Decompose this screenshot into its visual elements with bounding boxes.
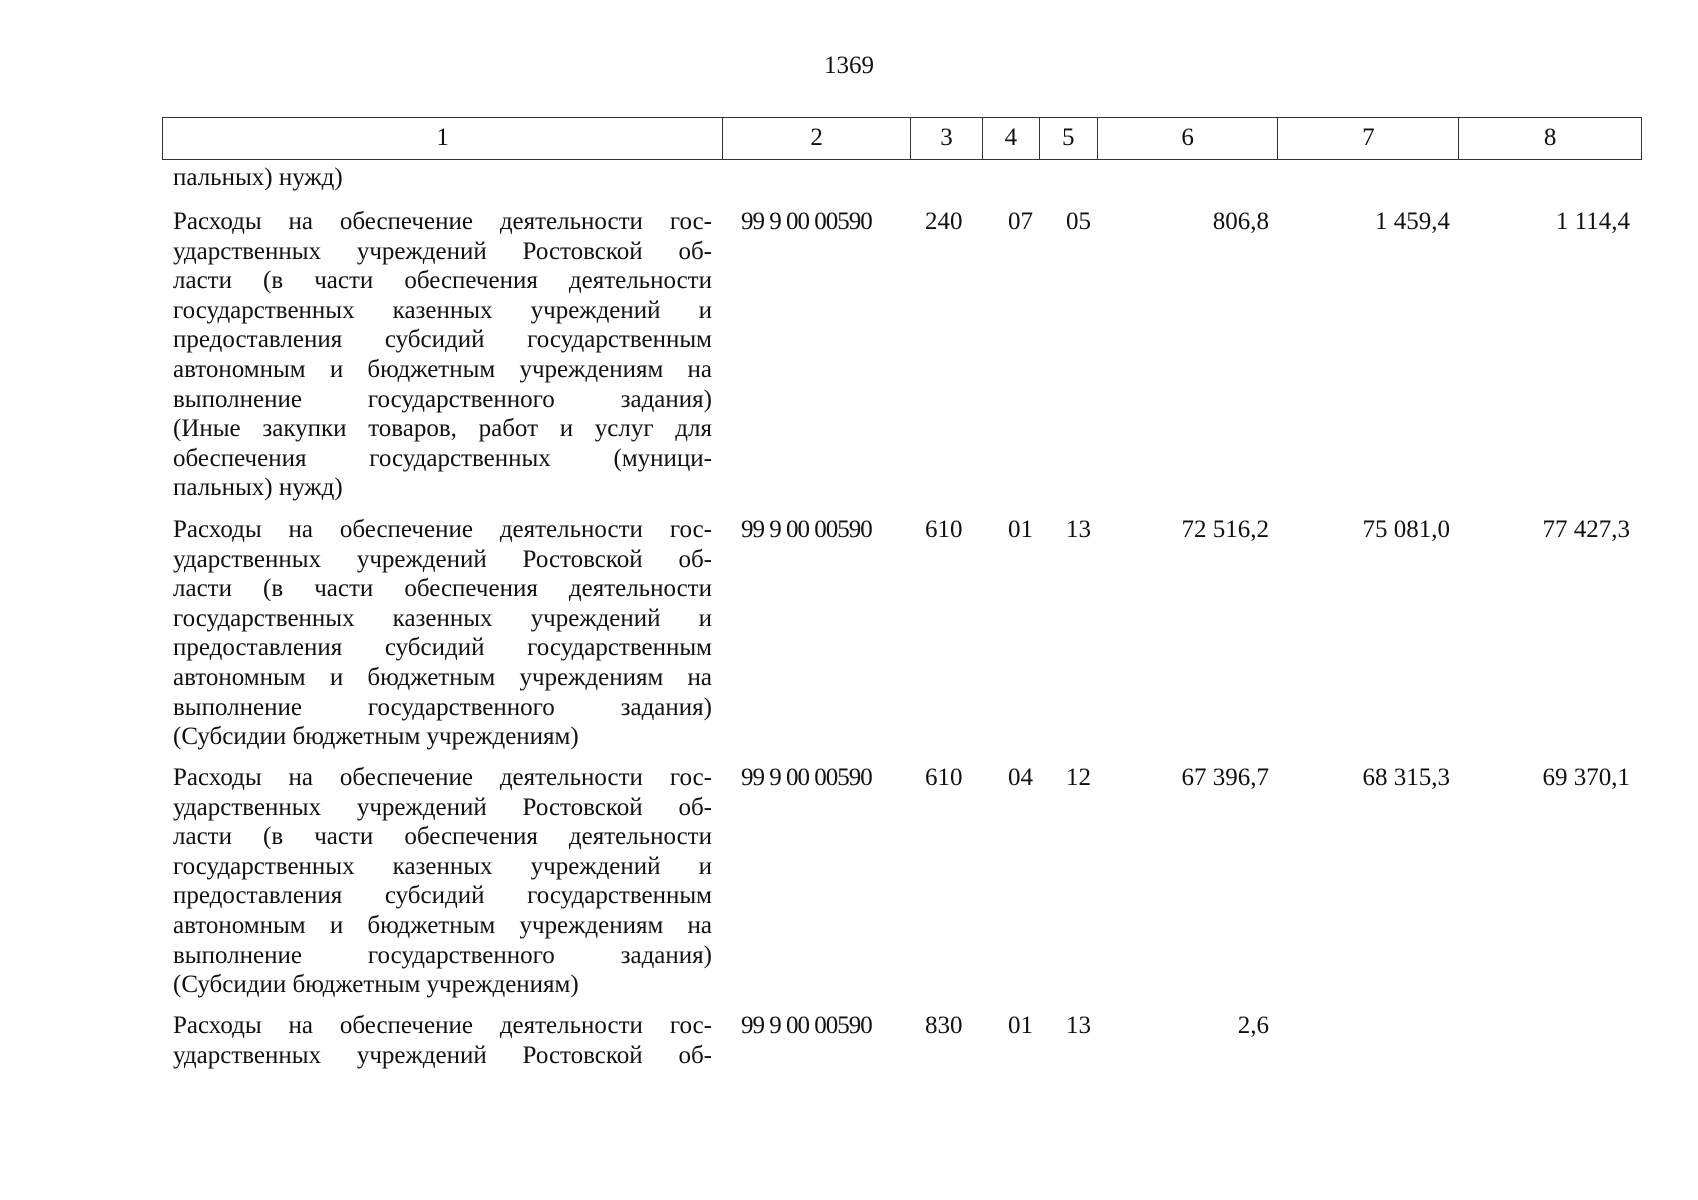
target-code: 99 9 00 00590 (741, 764, 873, 791)
description-line: автономным и бюджетным учреждениям на (173, 355, 712, 383)
description-line: ударственных учреждений Ростовской об- (173, 237, 712, 265)
row-description: Расходы на обеспечение деятельности гос-… (173, 1011, 712, 1070)
description-line: ласти (в части обеспечения деятельности (173, 267, 712, 295)
description-line: ласти (в части обеспечения деятельности (173, 575, 712, 603)
expense-type: 240 (925, 208, 963, 235)
description-line: Расходы на обеспечение деятельности гос- (173, 208, 712, 235)
target-code: 99 9 00 00590 (741, 208, 873, 235)
description-line: выполнение государственного задания) (173, 693, 712, 721)
continuation-text: пальных) нужд) (173, 164, 343, 191)
amount-col-6: 67 396,7 (1181, 764, 1270, 791)
description-line: автономным и бюджетным учреждениям на (173, 663, 712, 691)
header-col-7: 7 (1278, 118, 1460, 159)
header-col-4: 4 (983, 118, 1040, 159)
amount-col-6: 72 516,2 (1181, 516, 1270, 543)
description-line: предоставления субсидий государственным (173, 882, 712, 910)
description-line: предоставления субсидий государственным (173, 326, 712, 354)
header-col-5: 5 (1040, 118, 1098, 159)
description-line: выполнение государственного задания) (173, 941, 712, 969)
target-code: 99 9 00 00590 (741, 1012, 873, 1039)
description-line: (Иные закупки товаров, работ и услуг для (173, 415, 712, 443)
row-description: Расходы на обеспечение деятельности гос-… (173, 207, 712, 503)
description-line: ударственных учреждений Ростовской об- (173, 1041, 712, 1069)
description-line: ударственных учреждений Ростовской об- (173, 793, 712, 821)
description-line: (Субсидии бюджетным учреждениям) (173, 971, 579, 999)
section: 01 (1008, 1012, 1033, 1039)
amount-col-8: 1 114,4 (1555, 208, 1630, 235)
target-code: 99 9 00 00590 (741, 516, 873, 543)
description-line: государственных казенных учреждений и (173, 852, 712, 880)
table-header: 1 2 3 4 5 6 7 8 (162, 117, 1642, 160)
amount-col-6: 2,6 (1237, 1012, 1269, 1039)
amount-col-6: 806,8 (1212, 208, 1269, 235)
description-line: выполнение государственного задания) (173, 385, 712, 413)
description-line: ласти (в части обеспечения деятельности (173, 823, 712, 851)
description-line: Расходы на обеспечение деятельности гос- (173, 764, 712, 791)
expense-type: 610 (925, 764, 963, 791)
header-col-6: 6 (1098, 118, 1279, 159)
subsection: 05 (1066, 208, 1091, 235)
description-line: пальных) нужд) (173, 474, 343, 502)
header-col-1: 1 (163, 118, 724, 159)
description-line: обеспечения государственных (муници- (173, 444, 712, 472)
description-line: (Субсидии бюджетным учреждениям) (173, 723, 579, 751)
row-description: Расходы на обеспечение деятельности гос-… (173, 515, 712, 752)
amount-col-7: 1 459,4 (1375, 208, 1450, 235)
subsection: 13 (1066, 1012, 1091, 1039)
subsection: 12 (1066, 764, 1091, 791)
header-col-8: 8 (1543, 124, 1557, 151)
header-col-2: 2 (723, 118, 911, 159)
section: 07 (1008, 208, 1033, 235)
row-description: Расходы на обеспечение деятельности гос-… (173, 763, 712, 1000)
amount-col-8: 77 427,3 (1542, 516, 1631, 543)
header-col-3: 3 (911, 118, 983, 159)
description-line: ударственных учреждений Ростовской об- (173, 545, 712, 573)
section: 01 (1008, 516, 1033, 543)
page-number: 1369 (824, 52, 874, 79)
description-line: государственных казенных учреждений и (173, 296, 712, 324)
description-line: Расходы на обеспечение деятельности гос- (173, 1012, 712, 1039)
expense-type: 610 (925, 516, 963, 543)
description-line: государственных казенных учреждений и (173, 604, 712, 632)
amount-col-7: 75 081,0 (1362, 516, 1451, 543)
amount-col-7: 68 315,3 (1362, 764, 1451, 791)
subsection: 13 (1066, 516, 1091, 543)
section: 04 (1008, 764, 1033, 791)
expense-type: 830 (925, 1012, 963, 1039)
description-line: Расходы на обеспечение деятельности гос- (173, 516, 712, 543)
amount-col-8: 69 370,1 (1542, 764, 1631, 791)
description-line: автономным и бюджетным учреждениям на (173, 911, 712, 939)
description-line: предоставления субсидий государственным (173, 634, 712, 662)
